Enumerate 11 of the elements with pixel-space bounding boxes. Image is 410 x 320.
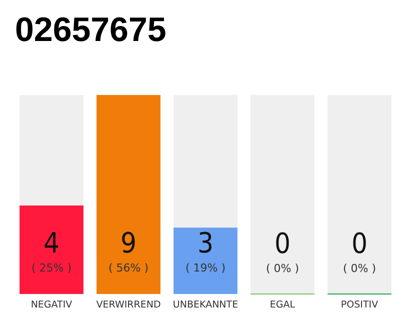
data-label: 0 ( 0% ) xyxy=(342,227,376,275)
x-tick-label: UNBEKANNTE xyxy=(172,300,238,310)
data-label: 4 ( 25% ) xyxy=(31,226,72,274)
x-tick-label: VERWIRREND xyxy=(96,300,161,310)
x-tick-label: POSITIV xyxy=(340,300,379,310)
data-label: 0 ( 0% ) xyxy=(266,227,300,275)
data-label: 3 ( 19% ) xyxy=(185,226,226,274)
x-tick-label: NEGATIV xyxy=(30,300,73,310)
chart-title: 02657675 xyxy=(15,11,166,49)
x-tick-label: EGAL xyxy=(270,300,296,310)
data-label: 9 ( 56% ) xyxy=(108,226,149,274)
